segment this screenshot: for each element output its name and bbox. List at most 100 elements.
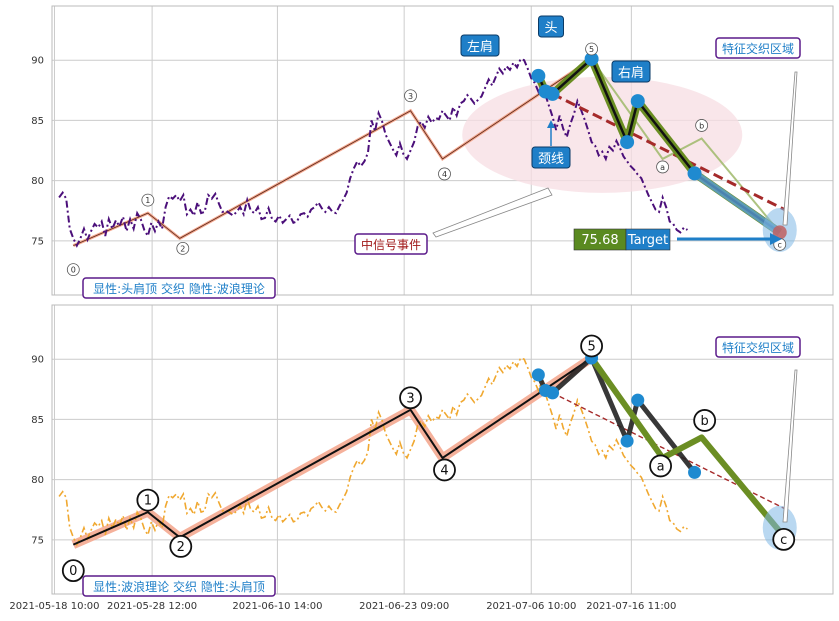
y-tick-label: 85 bbox=[31, 116, 44, 127]
wave-label: 1 bbox=[145, 196, 150, 205]
pattern-point bbox=[531, 68, 546, 83]
wave-label: 2 bbox=[180, 244, 185, 253]
wave-label: b bbox=[701, 414, 709, 429]
neckline bbox=[551, 92, 788, 213]
wave-label: 2 bbox=[177, 540, 185, 555]
wave-label: 3 bbox=[408, 92, 413, 101]
panel-caption: 显性:波浪理论 交织 隐性:头肩顶 bbox=[93, 579, 265, 594]
target-value: 75.68 bbox=[581, 233, 618, 248]
x-tick-label: 2021-06-23 09:00 bbox=[359, 601, 449, 612]
pattern-point bbox=[687, 166, 702, 181]
feature-zone-arrow bbox=[782, 71, 798, 226]
wave-label: 5 bbox=[587, 339, 595, 354]
wave-label-circle bbox=[433, 458, 456, 482]
target-label: Target bbox=[627, 233, 668, 248]
right-shoulder-label: 右肩 bbox=[618, 65, 644, 81]
target-arrowhead bbox=[770, 233, 782, 245]
feature-zone-label: 特征交织区域 bbox=[722, 41, 794, 56]
feature-zone-arrow bbox=[782, 369, 798, 523]
left-shoulder-label: 左肩 bbox=[467, 39, 493, 55]
wave-label: 3 bbox=[406, 391, 414, 406]
target-point bbox=[772, 225, 787, 240]
wave-label: 5 bbox=[589, 45, 594, 54]
wave-label-circle bbox=[169, 535, 193, 558]
feature-zone-box bbox=[715, 336, 801, 358]
bottom-plot-area bbox=[58, 351, 797, 550]
x-axis: 2021-05-18 10:00 2021-05-28 12:00 2021-06-… bbox=[9, 601, 676, 612]
feature-zone-label: 特征交织区域 bbox=[722, 340, 794, 355]
wave-label: 4 bbox=[442, 170, 447, 179]
elliott-wave-line bbox=[72, 357, 593, 546]
wave-label-circle bbox=[136, 488, 160, 512]
y-tick-label: 90 bbox=[31, 355, 44, 366]
signal-event-arrow bbox=[432, 187, 553, 238]
top-plot-area bbox=[58, 51, 797, 252]
pattern-point bbox=[620, 434, 634, 448]
pattern-point bbox=[546, 386, 560, 400]
x-tick-label: 2021-07-16 11:00 bbox=[586, 601, 676, 612]
wave-label: a bbox=[660, 163, 665, 172]
price-line bbox=[58, 356, 688, 547]
panel-caption-box bbox=[82, 277, 276, 299]
wave-label: 0 bbox=[69, 564, 77, 579]
signal-event-box bbox=[354, 233, 428, 255]
plot-frame bbox=[51, 5, 834, 296]
pattern-point bbox=[688, 465, 702, 479]
wave-label-circle bbox=[66, 263, 80, 277]
neckline-arrowhead bbox=[547, 120, 555, 128]
wave-label: c bbox=[780, 533, 787, 548]
wave-label-circle bbox=[399, 386, 422, 410]
wave-label-circle bbox=[585, 42, 598, 56]
wave-label-circle bbox=[176, 242, 190, 255]
panel-caption-box bbox=[82, 575, 276, 597]
wave-label: 4 bbox=[440, 463, 448, 478]
elliott-wave-line-inner bbox=[73, 58, 592, 246]
pattern-point bbox=[545, 86, 560, 101]
head-label-box bbox=[538, 15, 564, 38]
y-tick-label: 80 bbox=[31, 176, 44, 187]
x-tick-label: 2021-05-28 12:00 bbox=[107, 601, 197, 612]
wave-label-circle bbox=[438, 167, 451, 181]
plot-frame bbox=[51, 304, 834, 595]
wave-label: c bbox=[778, 240, 782, 249]
signal-event-label: 中信号事件 bbox=[361, 237, 421, 252]
wave-label-circle bbox=[580, 334, 603, 358]
wave-label-circle bbox=[61, 559, 85, 583]
wave-label-circle bbox=[656, 160, 669, 174]
elliott-correction-line bbox=[590, 58, 781, 234]
y-tick-label: 85 bbox=[31, 415, 44, 426]
y-tick-label: 75 bbox=[31, 535, 44, 546]
panel-caption: 显性:头肩顶 交织 隐性:波浪理论 bbox=[93, 281, 265, 296]
y-tick-label: 90 bbox=[31, 56, 44, 67]
wave-label-circle bbox=[141, 193, 155, 207]
target-label-box bbox=[625, 228, 671, 251]
wave-label: 1 bbox=[144, 494, 152, 509]
pattern-point bbox=[631, 393, 645, 407]
wave-label-circle bbox=[404, 89, 417, 103]
head-label: 头 bbox=[544, 21, 557, 36]
neckline-label-box bbox=[531, 146, 571, 169]
pattern-point bbox=[584, 51, 599, 66]
elliott-correction-line bbox=[589, 356, 783, 534]
x-tick-label: 2021-06-10 14:00 bbox=[232, 601, 322, 612]
wave-label-circle bbox=[693, 409, 717, 432]
wave-label-circle bbox=[695, 119, 709, 132]
wave-label: b bbox=[699, 121, 704, 130]
wave-label: a bbox=[657, 459, 665, 474]
elliott-wave-band bbox=[71, 354, 595, 549]
wave-label: 0 bbox=[71, 266, 76, 275]
x-tick-label: 2021-05-18 10:00 bbox=[9, 601, 99, 612]
wave-label-circle bbox=[649, 454, 672, 478]
y-tick-label: 75 bbox=[31, 236, 44, 247]
feature-zone-box bbox=[715, 37, 801, 59]
pattern-point bbox=[620, 135, 635, 150]
wave-label-circle bbox=[772, 527, 796, 551]
neckline-label: 颈线 bbox=[538, 152, 564, 167]
price-line bbox=[58, 57, 689, 248]
left-shoulder-label-box bbox=[460, 34, 500, 57]
y-tick-label: 80 bbox=[31, 475, 44, 486]
right-shoulder-label-box bbox=[611, 60, 651, 83]
